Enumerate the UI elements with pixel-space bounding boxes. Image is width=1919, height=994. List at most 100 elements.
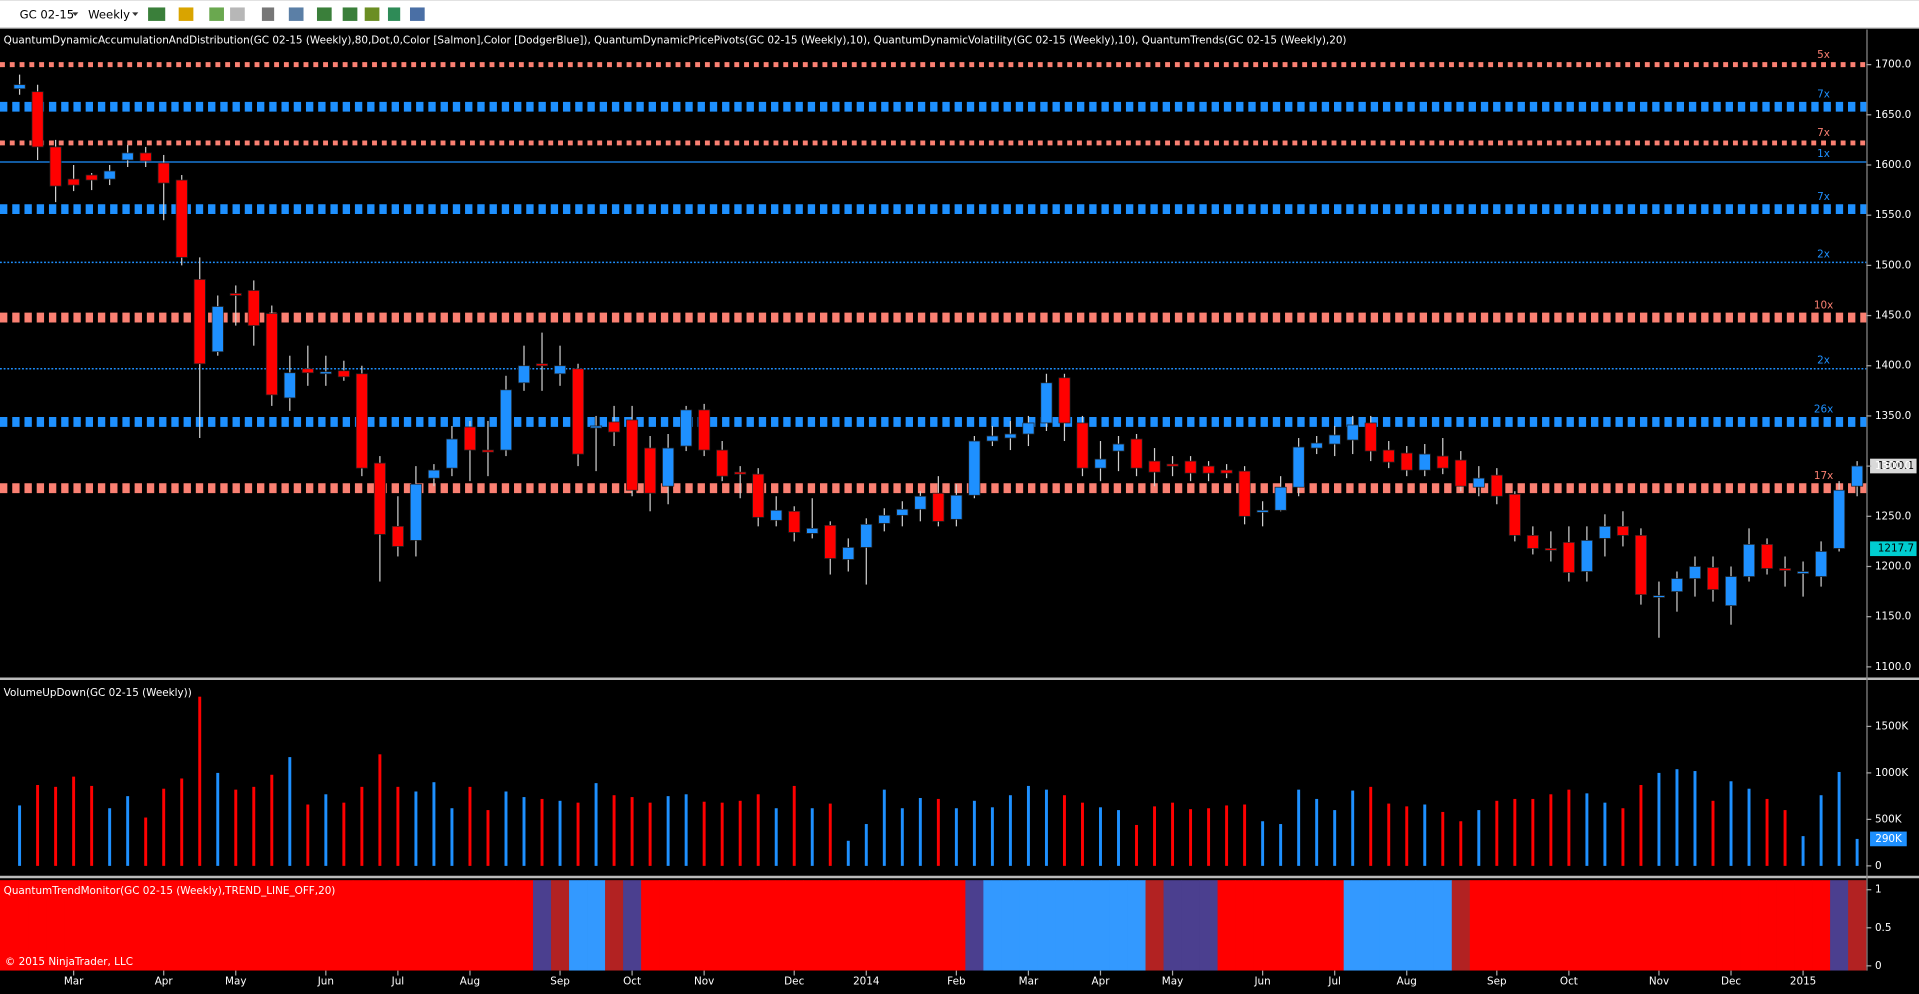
window-button[interactable] [409,7,425,21]
volume-bar [1099,807,1102,866]
symbol-selector[interactable]: GC 02-15 [20,7,75,21]
pointer-button[interactable] [261,7,275,21]
interval-selector[interactable]: Weekly [88,7,130,21]
trend-cell [1505,880,1525,971]
trend-cell [983,880,1002,971]
volume-bar [828,803,832,866]
candle-body [1580,540,1593,572]
volume-bar [432,782,436,866]
snapshot-button[interactable] [364,7,380,21]
trend-cell [1307,880,1327,971]
volume-badge-label: 290K [1875,833,1903,845]
candle-body [1130,438,1143,469]
x-tick-label: Oct [1560,976,1578,988]
volume-bar [1495,800,1499,866]
trend-cell [1812,880,1831,971]
candle-body [31,91,44,148]
volume-bar [666,796,670,866]
candle-body [1436,455,1449,469]
pivot-label: 7x [1817,127,1830,139]
volume-bar [1693,771,1697,866]
candle-body [878,514,891,524]
trend-cell [1595,880,1615,971]
x-tick-label: Oct [623,976,641,988]
draw-button[interactable] [178,7,194,21]
candle-body [1634,535,1647,595]
candle-body [842,547,855,560]
pivot-label: 1x [1817,148,1830,160]
candle-body [824,524,837,559]
trend-cell [316,880,336,971]
pivot-label: 7x [1817,89,1830,101]
candle-body [409,483,422,541]
trend-cell [785,880,804,971]
y-tick-label: 1600.0 [1875,159,1911,171]
trend-cell [875,880,894,971]
trend-cell [569,880,588,971]
candle-body [806,527,819,534]
candle-body [536,363,549,367]
candle-body [1598,525,1611,539]
x-tick-label: 2014 [853,976,880,988]
x-tick-label: Jun [1253,976,1270,988]
x-tick-label: Nov [1649,976,1669,988]
candle-body [499,389,512,451]
indicator-button[interactable] [209,7,224,21]
candle-body [950,494,963,520]
dropdown-arrow[interactable] [132,12,139,17]
y-tick-label: 1300.0 [1875,460,1911,472]
trend-cell [1091,880,1110,971]
trend-cell [1343,880,1363,971]
candle-body [139,152,152,162]
trend-cell [1722,880,1741,971]
candle-body [1815,551,1828,577]
trend-cell [1685,880,1705,971]
volume-bar [1711,800,1715,866]
trend-cell [929,880,948,971]
copyright: © 2015 NinjaTrader, LLC [5,956,133,968]
data-box-button[interactable] [342,7,358,21]
volume-bar [1549,794,1553,866]
volume-bar [522,797,526,866]
trend-cell [82,880,102,971]
candle-body [283,372,296,399]
x-tick-label: Sep [550,976,570,988]
x-tick-label: Aug [460,976,480,988]
trend-cell [551,880,570,971]
candle-body [1202,465,1215,474]
volume-bar [1243,804,1247,866]
volume-bar [1477,810,1481,866]
candle-body [229,293,242,296]
y-tick-label: 0 [1875,860,1882,872]
pivot-label: 2x [1817,248,1830,260]
chart-style-button[interactable] [148,7,166,21]
print-button[interactable] [387,7,401,21]
trend-cell [1145,880,1164,971]
trend-cell [1631,880,1651,971]
volume-bar [1567,789,1571,866]
zoom-button[interactable] [288,7,304,21]
y-tick-label: 1100.0 [1875,661,1911,673]
dropdown-arrow[interactable] [72,12,79,17]
candle-body [680,409,693,447]
panel-title: QuantumDynamicAccumulationAndDistributio… [4,35,1347,47]
trend-cell [533,880,552,971]
x-tick-label: Mar [64,976,84,988]
trend-cell [172,880,192,971]
pivot-label: 26x [1814,404,1833,416]
volume-bar [1675,769,1679,866]
properties-button[interactable] [316,7,332,21]
volume-bar [18,805,22,866]
trend-cell [118,880,138,971]
candle-body [391,525,404,547]
candle-body [1797,571,1810,574]
volume-bar [216,772,220,866]
trend-cell [1109,880,1128,971]
candle-body [1148,460,1161,473]
candle-body [193,279,206,365]
trend-cell [1758,880,1777,971]
y-tick-label: 1500.0 [1875,259,1911,271]
trend-cell [1415,880,1435,971]
candle-body [662,447,675,487]
strategy-button[interactable] [230,7,245,21]
